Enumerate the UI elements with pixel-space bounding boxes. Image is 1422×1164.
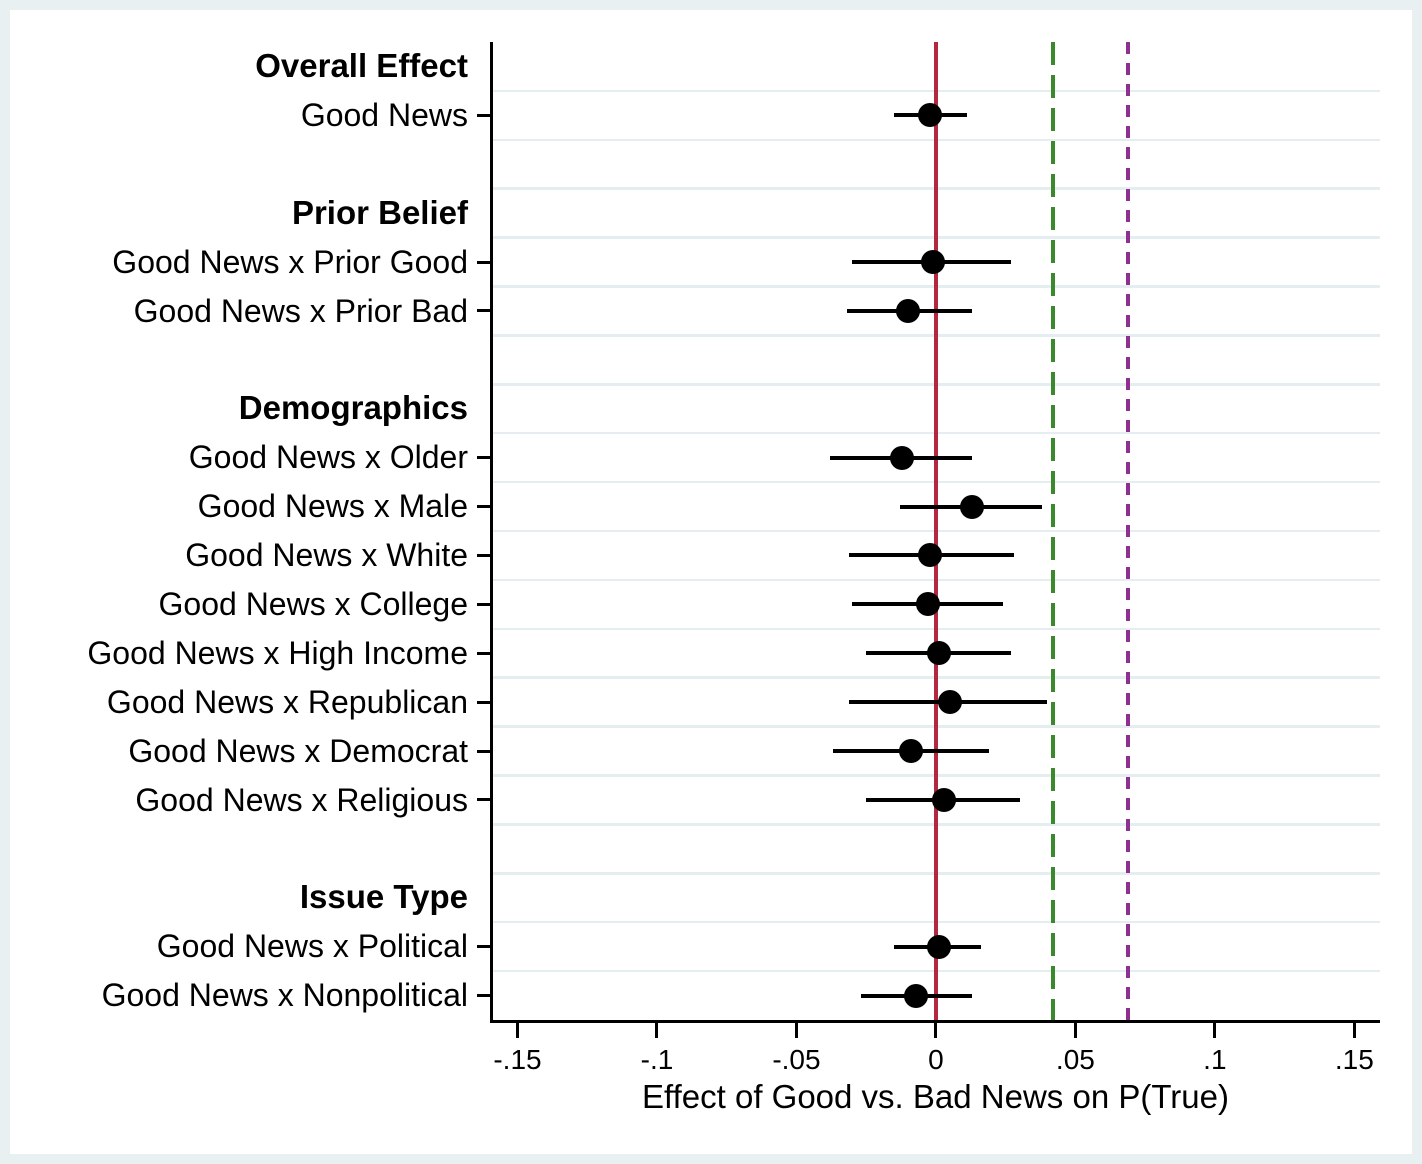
category-label: Good News x College — [158, 585, 468, 622]
group-header-label: Demographics — [238, 389, 468, 427]
plot-background — [10, 10, 1412, 1154]
x-axis-tick-label: .15 — [1334, 1044, 1374, 1075]
point-estimate-marker — [918, 543, 943, 568]
category-label: Good News x Older — [188, 439, 468, 476]
y-axis-tick — [477, 700, 490, 704]
x-axis-tick-label: -.1 — [640, 1044, 674, 1075]
point-estimate-marker — [932, 787, 957, 812]
y-axis-tick — [477, 994, 490, 998]
point-estimate-marker — [937, 690, 962, 715]
y-axis-tick — [477, 309, 490, 313]
x-axis-title: Effect of Good vs. Bad News on P(True) — [642, 1078, 1229, 1115]
category-label: Good News — [300, 96, 468, 133]
y-axis-tick — [477, 113, 490, 117]
category-label: Good News x Prior Bad — [133, 292, 468, 329]
group-header-label: Overall Effect — [255, 47, 468, 84]
x-axis-tick — [934, 1023, 938, 1038]
y-axis-tick — [477, 798, 490, 802]
point-estimate-marker — [890, 445, 915, 470]
x-axis-tick — [1073, 1023, 1077, 1038]
point-estimate-marker — [904, 983, 929, 1008]
point-estimate-marker — [918, 103, 943, 128]
point-estimate-marker — [915, 592, 940, 617]
x-axis-tick-label: -.05 — [772, 1044, 821, 1075]
group-header-label: Prior Belief — [291, 193, 468, 231]
y-axis-tick — [477, 651, 490, 655]
green-dashed-reference-line — [1051, 42, 1056, 1020]
point-estimate-marker — [898, 739, 923, 764]
point-estimate-marker — [960, 494, 985, 519]
category-label: Good News x High Income — [87, 634, 468, 671]
category-label: Good News x Republican — [106, 683, 468, 720]
y-axis-tick — [477, 456, 490, 460]
purple-dotted-reference-line — [1126, 42, 1131, 1020]
x-axis-tick — [655, 1023, 659, 1038]
x-axis-tick — [515, 1023, 519, 1038]
y-axis-tick — [477, 505, 490, 509]
category-label: Good News x Nonpolitical — [101, 977, 468, 1014]
x-axis-line — [489, 1020, 1380, 1023]
x-axis-tick — [1213, 1023, 1217, 1038]
y-axis-tick — [477, 945, 490, 949]
y-axis-tick — [477, 260, 490, 264]
category-label: Good News x Democrat — [128, 732, 468, 769]
x-axis-tick — [1352, 1023, 1356, 1038]
point-estimate-marker — [926, 934, 951, 959]
point-estimate-marker — [921, 250, 946, 275]
category-label: Good News x White — [185, 537, 468, 573]
zero-reference-line — [933, 42, 938, 1020]
y-axis-line — [489, 42, 493, 1023]
category-label: Good News x Male — [197, 488, 468, 525]
x-axis-tick-label: .1 — [1203, 1044, 1227, 1075]
y-axis-tick — [477, 553, 490, 557]
point-estimate-marker — [926, 641, 951, 666]
point-estimate-marker — [896, 298, 921, 323]
group-header-label: Issue Type — [299, 878, 468, 916]
category-label: Good News x Prior Good — [112, 243, 468, 280]
category-label: Good News x Religious — [135, 781, 468, 818]
x-axis-tick-label: 0 — [928, 1044, 944, 1075]
x-axis-tick-label: -.15 — [493, 1044, 542, 1075]
y-axis-tick — [477, 749, 490, 753]
category-label: Good News x Political — [156, 928, 468, 965]
y-axis-tick — [477, 602, 490, 606]
x-axis-tick-label: .05 — [1055, 1044, 1095, 1075]
x-axis-tick — [794, 1023, 798, 1038]
